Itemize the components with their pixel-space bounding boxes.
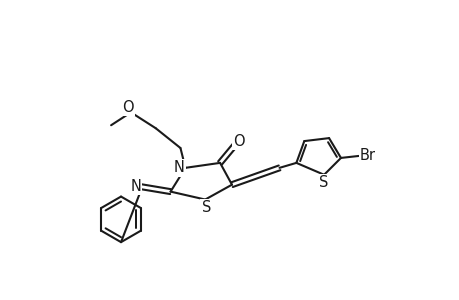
Text: O: O bbox=[122, 100, 134, 115]
Text: O: O bbox=[233, 134, 244, 148]
Text: Br: Br bbox=[359, 148, 375, 164]
Text: N: N bbox=[130, 179, 141, 194]
Text: S: S bbox=[201, 200, 210, 215]
Text: S: S bbox=[319, 175, 328, 190]
Text: N: N bbox=[174, 160, 185, 175]
